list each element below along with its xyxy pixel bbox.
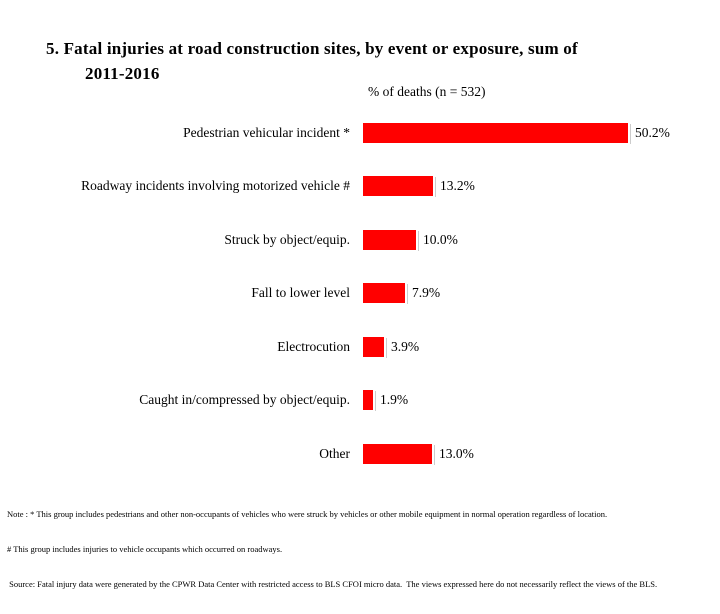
chart-title-line1: 5. Fatal injuries at road construction s… xyxy=(46,39,578,58)
bar xyxy=(363,336,387,358)
category-label: Caught in/compressed by object/equip. xyxy=(139,392,350,408)
chart-row: Other 13.0% xyxy=(0,427,720,481)
category-label: Other xyxy=(319,445,350,461)
value-label: 3.9% xyxy=(391,338,420,354)
chart-title-line2: 2011-2016 xyxy=(85,64,160,83)
bar xyxy=(363,229,419,251)
chart-row: Roadway incidents involving motorized ve… xyxy=(0,160,720,214)
category-label: Fall to lower level xyxy=(251,285,350,301)
value-label: 7.9% xyxy=(412,285,441,301)
value-label: 10.0% xyxy=(423,231,458,247)
value-label: 13.2% xyxy=(440,178,475,194)
axis-title: % of deaths (n = 532) xyxy=(368,84,486,99)
category-label: Electrocution xyxy=(277,338,350,354)
footnotes: Note : * This group includes pedestrians… xyxy=(7,486,715,614)
bar-area: 1.9% xyxy=(363,390,409,412)
category-label: Roadway incidents involving motorized ve… xyxy=(81,178,350,194)
chart-row: Pedestrian vehicular incident * 50.2% xyxy=(0,106,720,160)
bar-area: 3.9% xyxy=(363,336,420,358)
category-label: Struck by object/equip. xyxy=(224,231,350,247)
bar xyxy=(363,390,376,412)
chart-row: Struck by object/equip. 10.0% xyxy=(0,213,720,267)
value-label: 1.9% xyxy=(380,392,409,408)
bar-area: 50.2% xyxy=(363,122,670,144)
bar-area: 7.9% xyxy=(363,283,441,305)
chart-row: Caught in/compressed by object/equip. 1.9… xyxy=(0,374,720,428)
bar xyxy=(363,122,631,144)
bar xyxy=(363,283,408,305)
value-label: 50.2% xyxy=(635,124,670,140)
slide: 5. Fatal injuries at road construction s… xyxy=(0,36,720,589)
footnote-source: Source: Fatal injury data were generated… xyxy=(7,578,658,589)
bar xyxy=(363,176,436,198)
chart-title: 5. Fatal injuries at road construction s… xyxy=(46,36,578,86)
bar-area: 13.2% xyxy=(363,176,475,198)
footnote-hash: # This group includes injuries to vehicl… xyxy=(7,543,283,554)
bar-area: 10.0% xyxy=(363,229,458,251)
bar-chart: Pedestrian vehicular incident * 50.2% Road… xyxy=(0,106,720,481)
chart-row: Fall to lower level 7.9% xyxy=(0,267,720,321)
footnote-asterisk: Note : * This group includes pedestrians… xyxy=(7,509,608,520)
chart-row: Electrocution 3.9% xyxy=(0,320,720,374)
bar-area: 13.0% xyxy=(363,443,474,465)
category-label: Pedestrian vehicular incident * xyxy=(183,124,350,140)
bar xyxy=(363,443,435,465)
value-label: 13.0% xyxy=(439,445,474,461)
